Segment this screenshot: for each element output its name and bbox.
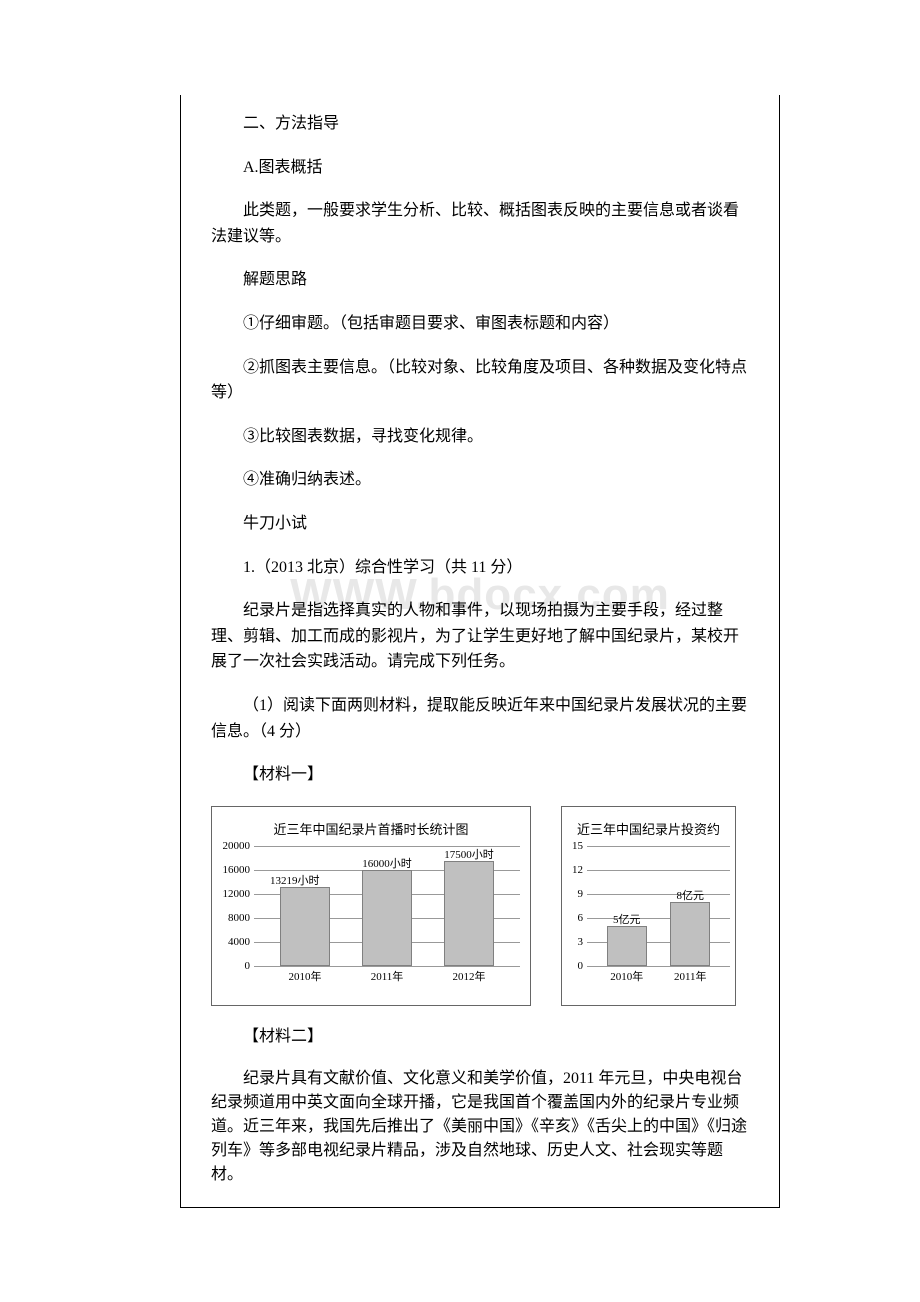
y-label: 6 xyxy=(578,912,584,924)
solving-title: 解题思路 xyxy=(211,267,749,293)
y-label: 0 xyxy=(245,960,251,972)
chart-2-container: 近三年中国纪录片投资约 15 12 9 6 xyxy=(561,806,736,1006)
section-heading-2: 二、方法指导 xyxy=(211,111,749,137)
bar-3-label: 17500小时 xyxy=(444,846,494,862)
y-label: 20000 xyxy=(223,840,251,852)
bar-group-3: 17500小时 xyxy=(444,861,494,966)
bar-1-label: 5亿元 xyxy=(613,911,641,927)
step-2: ②抓图表主要信息。（比较对象、比较角度及项目、各种数据及变化特点等） xyxy=(211,355,749,406)
bar-1-label: 13219小时 xyxy=(270,872,320,888)
material-1-label: 【材料一】 xyxy=(211,762,749,788)
y-label: 4000 xyxy=(228,936,250,948)
sub-heading-a: A.图表概括 xyxy=(211,155,749,181)
x-label-3: 2012年 xyxy=(444,968,494,986)
chart-2-xaxis: 2010年 2011年 xyxy=(587,968,730,986)
bar-3 xyxy=(444,861,494,966)
bar-1 xyxy=(280,887,330,966)
practice-title: 牛刀小试 xyxy=(211,511,749,537)
x-label-2: 2011年 xyxy=(670,968,710,986)
bar-group-2: 8亿元 xyxy=(670,902,710,966)
y-label: 16000 xyxy=(223,864,251,876)
step-3: ③比较图表数据，寻找变化规律。 xyxy=(211,424,749,450)
document-content: 二、方法指导 A.图表概括 此类题，一般要求学生分析、比较、概括图表反映的主要信… xyxy=(211,111,749,1187)
chart-1-title: 近三年中国纪录片首播时长统计图 xyxy=(212,807,530,846)
step-1: ①仔细审题。（包括审题目要求、审图表标题和内容） xyxy=(211,311,749,337)
chart-1-area: 20000 16000 12000 8000 4000 0 13219小时 xyxy=(254,846,520,986)
x-label-1: 2010年 xyxy=(607,968,647,986)
bar-2 xyxy=(362,870,412,966)
material-2-text: 纪录片具有文献价值、文化意义和美学价值，2011 年元旦，中央电视台纪录频道用中… xyxy=(211,1067,749,1187)
chart-2-title: 近三年中国纪录片投资约 xyxy=(562,807,735,846)
bar-2-label: 8亿元 xyxy=(677,887,705,903)
sub-a-description: 此类题，一般要求学生分析、比较、概括图表反映的主要信息或者谈看法建议等。 xyxy=(211,198,749,249)
grid-line xyxy=(587,966,730,967)
chart-2-area: 15 12 9 6 3 0 5亿元 8亿元 xyxy=(587,846,730,986)
bar-2-label: 16000小时 xyxy=(362,855,412,871)
y-label: 3 xyxy=(578,936,584,948)
document-page: WWW.bdocx.com 二、方法指导 A.图表概括 此类题，一般要求学生分析… xyxy=(180,95,780,1208)
bar-1 xyxy=(607,926,647,966)
charts-row: 近三年中国纪录片首播时长统计图 20000 16000 12000 xyxy=(211,806,749,1006)
x-label-1: 2010年 xyxy=(280,968,330,986)
question-1-sub1: （1）阅读下面两则材料，提取能反映近年来中国纪录片发展状况的主要信息。（4 分） xyxy=(211,693,749,744)
bar-group-2: 16000小时 xyxy=(362,870,412,966)
chart-2-yaxis: 15 12 9 6 3 0 xyxy=(565,846,583,966)
bar-group-1: 13219小时 xyxy=(280,887,330,966)
bar-group-1: 5亿元 xyxy=(607,926,647,966)
y-label: 0 xyxy=(578,960,584,972)
y-label: 12000 xyxy=(223,888,251,900)
chart-2-bars: 5亿元 8亿元 xyxy=(587,846,730,966)
bar-2 xyxy=(670,902,710,966)
y-label: 9 xyxy=(578,888,584,900)
chart-1-bars: 13219小时 16000小时 17500小时 xyxy=(254,846,520,966)
y-label: 8000 xyxy=(228,912,250,924)
step-4: ④准确归纳表述。 xyxy=(211,467,749,493)
material-2-label: 【材料二】 xyxy=(211,1024,749,1050)
chart-1-yaxis: 20000 16000 12000 8000 4000 0 xyxy=(214,846,250,966)
question-1-title: 1.（2013 北京）综合性学习（共 11 分） xyxy=(211,555,749,581)
chart-1-container: 近三年中国纪录片首播时长统计图 20000 16000 12000 xyxy=(211,806,531,1006)
x-label-2: 2011年 xyxy=(362,968,412,986)
grid-line xyxy=(254,966,520,967)
chart-1-xaxis: 2010年 2011年 2012年 xyxy=(254,968,520,986)
question-1-intro: 纪录片是指选择真实的人物和事件，以现场拍摄为主要手段，经过整理、剪辑、加工而成的… xyxy=(211,598,749,675)
y-label: 12 xyxy=(572,864,583,876)
y-label: 15 xyxy=(572,840,583,852)
